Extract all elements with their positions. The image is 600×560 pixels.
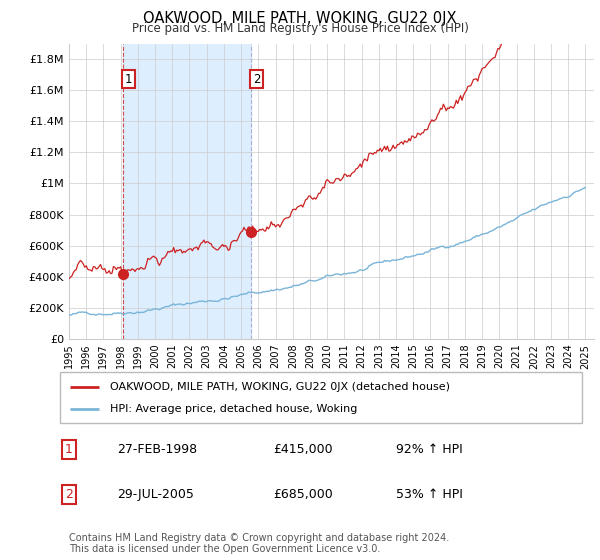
- Text: OAKWOOD, MILE PATH, WOKING, GU22 0JX (detached house): OAKWOOD, MILE PATH, WOKING, GU22 0JX (de…: [110, 381, 449, 391]
- Text: Price paid vs. HM Land Registry's House Price Index (HPI): Price paid vs. HM Land Registry's House …: [131, 22, 469, 35]
- Text: £685,000: £685,000: [273, 488, 333, 501]
- Text: 53% ↑ HPI: 53% ↑ HPI: [396, 488, 463, 501]
- Bar: [123, 44, 251, 339]
- Text: HPI: Average price, detached house, Woking: HPI: Average price, detached house, Woki…: [110, 404, 357, 414]
- FancyBboxPatch shape: [60, 372, 582, 423]
- Text: 29-JUL-2005: 29-JUL-2005: [117, 488, 194, 501]
- Text: 92% ↑ HPI: 92% ↑ HPI: [396, 443, 463, 456]
- Text: £415,000: £415,000: [273, 443, 332, 456]
- Text: 2: 2: [65, 488, 73, 501]
- Text: Contains HM Land Registry data © Crown copyright and database right 2024.
This d: Contains HM Land Registry data © Crown c…: [69, 533, 449, 554]
- Text: 1: 1: [125, 72, 133, 86]
- Text: 2: 2: [253, 72, 260, 86]
- Text: 1: 1: [65, 443, 73, 456]
- Text: 27-FEB-1998: 27-FEB-1998: [117, 443, 197, 456]
- Text: OAKWOOD, MILE PATH, WOKING, GU22 0JX: OAKWOOD, MILE PATH, WOKING, GU22 0JX: [143, 11, 457, 26]
